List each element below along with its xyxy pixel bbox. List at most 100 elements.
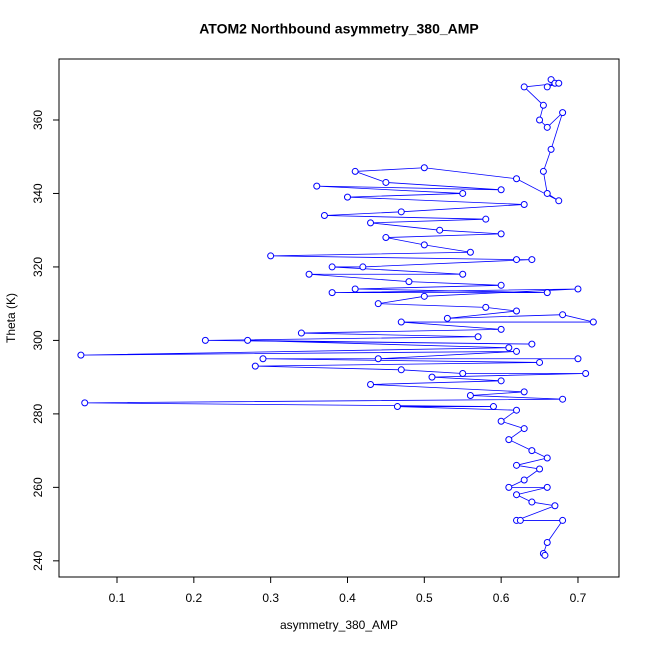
data-point: [405, 278, 413, 286]
data-point: [459, 189, 467, 197]
data-point: [543, 123, 551, 131]
data-point: [513, 175, 521, 183]
data-point: [505, 344, 513, 352]
data-point: [459, 270, 467, 278]
data-line: [80, 79, 594, 556]
x-axis-label: asymmetry_380_AMP: [280, 618, 398, 632]
data-point: [513, 461, 521, 469]
plot-frame: [58, 58, 620, 578]
data-point: [574, 355, 582, 363]
data-point: [497, 325, 505, 333]
data-point: [466, 392, 474, 400]
y-tick-label: 360: [31, 110, 45, 130]
data-point: [367, 380, 375, 388]
data-point: [328, 263, 336, 271]
data-point: [582, 369, 590, 377]
data-point: [520, 83, 528, 91]
data-point: [497, 230, 505, 238]
data-point: [528, 256, 536, 264]
data-point: [516, 516, 524, 524]
data-point: [420, 164, 428, 172]
data-point: [555, 197, 563, 205]
data-point: [528, 447, 536, 455]
x-tick-label: 0.6: [493, 591, 510, 605]
data-point: [474, 333, 482, 341]
data-point: [536, 465, 544, 473]
data-point: [497, 186, 505, 194]
data-point: [420, 292, 428, 300]
x-tick-label: 0.2: [185, 591, 202, 605]
data-point: [559, 109, 567, 117]
data-point: [574, 285, 582, 293]
y-tick-label: 260: [31, 477, 45, 497]
data-point: [497, 281, 505, 289]
data-point: [520, 476, 528, 484]
x-tick-label: 0.4: [339, 591, 356, 605]
data-point: [374, 355, 382, 363]
data-point: [520, 388, 528, 396]
data-point: [420, 241, 428, 249]
data-point: [382, 178, 390, 186]
data-point: [520, 425, 528, 433]
data-point: [77, 351, 85, 359]
data-point: [428, 373, 436, 381]
data-point: [513, 307, 521, 315]
data-point: [443, 314, 451, 322]
data-point: [297, 329, 305, 337]
data-point: [320, 212, 328, 220]
x-tick-label: 0.7: [570, 591, 587, 605]
data-point: [466, 248, 474, 256]
data-point: [489, 403, 497, 411]
data-point: [536, 116, 544, 124]
data-point: [559, 516, 567, 524]
data-point: [547, 145, 555, 153]
data-point: [539, 167, 547, 175]
y-axis-label: Theta (K): [4, 293, 18, 343]
data-point: [351, 167, 359, 175]
data-point: [505, 436, 513, 444]
data-point: [513, 491, 521, 499]
data-point: [543, 483, 551, 491]
data-point: [536, 358, 544, 366]
data-point: [482, 215, 490, 223]
data-point: [313, 182, 321, 190]
data-point: [528, 498, 536, 506]
data-point: [397, 318, 405, 326]
data-point: [513, 256, 521, 264]
data-point: [497, 377, 505, 385]
data-point: [397, 208, 405, 216]
data-point: [497, 417, 505, 425]
data-point: [343, 193, 351, 201]
data-point: [259, 355, 267, 363]
data-point: [382, 234, 390, 242]
data-point: [459, 369, 467, 377]
data-point: [81, 399, 89, 407]
data-point: [555, 79, 563, 87]
x-tick-label: 0.3: [262, 591, 279, 605]
data-point: [513, 347, 521, 355]
y-tick-label: 240: [31, 551, 45, 571]
chart-title: ATOM2 Northbound asymmetry_380_AMP: [199, 21, 479, 37]
data-point: [505, 483, 513, 491]
data-point: [543, 83, 551, 91]
data-point: [541, 551, 549, 559]
y-tick-label: 340: [31, 183, 45, 203]
data-point: [559, 311, 567, 319]
data-point: [589, 318, 597, 326]
data-point: [374, 300, 382, 308]
x-tick-label: 0.5: [416, 591, 433, 605]
data-point: [244, 336, 252, 344]
data-point: [482, 303, 490, 311]
data-point: [528, 340, 536, 348]
x-tick-label: 0.1: [109, 591, 126, 605]
data-point: [513, 406, 521, 414]
data-point: [397, 366, 405, 374]
data-point: [267, 252, 275, 260]
data-point: [359, 263, 367, 271]
y-tick-label: 300: [31, 330, 45, 350]
data-point: [436, 226, 444, 234]
data-point: [351, 285, 359, 293]
data-point: [551, 502, 559, 510]
data-point: [201, 336, 209, 344]
